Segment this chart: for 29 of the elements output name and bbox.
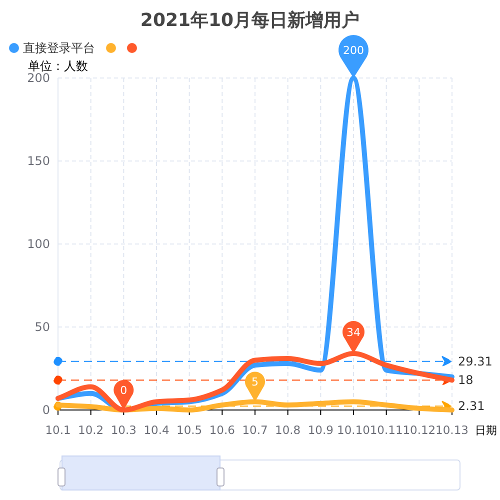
annotation: 200 bbox=[343, 44, 364, 57]
x-tick-label: 10.2 bbox=[78, 423, 104, 437]
ref-line-label: 2.31 bbox=[458, 399, 485, 414]
x-tick-label: 10.13 bbox=[436, 423, 468, 437]
x-tick-label: 10.3 bbox=[110, 423, 136, 437]
x-tick-label: 10.9 bbox=[308, 423, 334, 437]
x-tick-label: 10.5 bbox=[176, 423, 202, 437]
x-tick-label: 10.10 bbox=[337, 423, 370, 437]
chart-title: 2021年10月每日新增用户 bbox=[140, 10, 360, 31]
x-tick-label: 10.11 bbox=[370, 423, 403, 437]
legend-label: 直接登录平台 bbox=[23, 41, 95, 55]
y-tick-label: 50 bbox=[34, 320, 50, 334]
y-tick-label: 0 bbox=[42, 403, 50, 417]
y-tick-label: 200 bbox=[27, 71, 50, 85]
y-axis-title: 单位：人数 bbox=[28, 59, 88, 73]
x-tick-label: 10.6 bbox=[209, 423, 235, 437]
x-tick-label: 10.4 bbox=[144, 423, 170, 437]
x-tick-label: 10.7 bbox=[242, 423, 268, 437]
x-tick-label: 10.8 bbox=[275, 423, 301, 437]
ref-line-label: 18 bbox=[458, 373, 474, 388]
y-tick-label: 150 bbox=[27, 154, 50, 168]
y-tick-label: 100 bbox=[27, 237, 50, 251]
annotation: 5 bbox=[252, 376, 258, 389]
x-tick-label: 10.1 bbox=[45, 423, 71, 437]
ref-line-label: 29.31 bbox=[458, 354, 492, 368]
x-tick-label: 10.12 bbox=[402, 423, 436, 437]
annotation: 0 bbox=[120, 384, 128, 397]
annotation: 34 bbox=[346, 326, 360, 339]
x-axis-title: 日期 bbox=[475, 424, 497, 437]
